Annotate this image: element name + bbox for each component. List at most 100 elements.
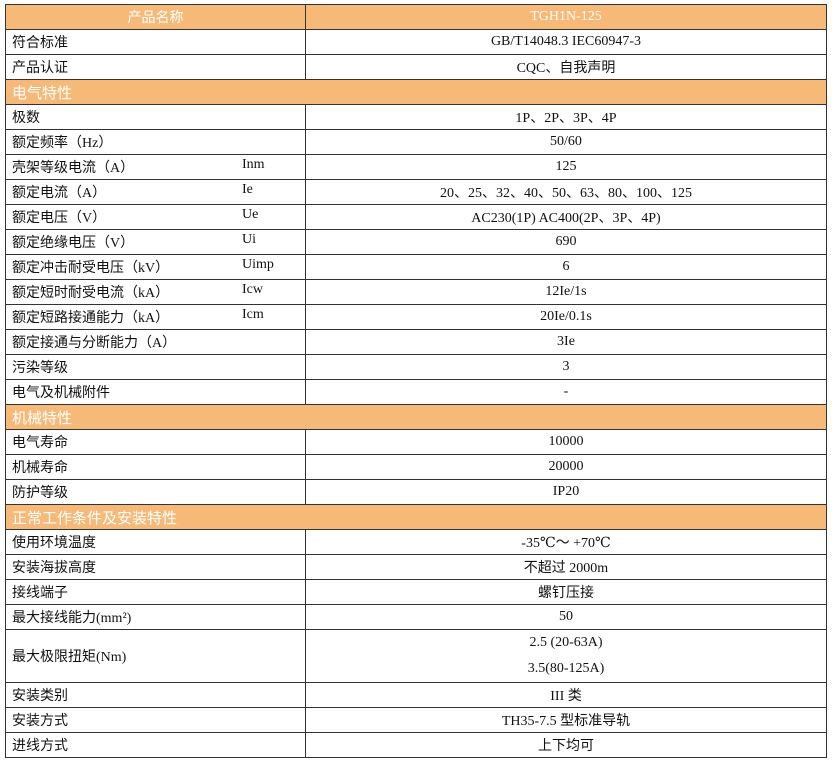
row-symbol: Inm xyxy=(242,157,265,172)
table-row: 电气及机械附件 - xyxy=(5,379,827,405)
row-label: 电气寿命 xyxy=(12,436,68,451)
row-label: 安装海拔高度 xyxy=(12,561,96,576)
row-value: - xyxy=(305,379,827,405)
table-row: 安装类别 III 类 xyxy=(5,682,827,708)
row-label: 产品认证 xyxy=(12,61,68,76)
row-symbol: Uimp xyxy=(242,257,274,272)
row-label: 进线方式 xyxy=(12,739,68,754)
row-value: III 类 xyxy=(305,682,827,708)
row-label: 安装方式 xyxy=(12,714,68,729)
table-row: 壳架等级电流（A） Inm 125 xyxy=(5,154,827,180)
row-label-cell: 安装类别 xyxy=(5,682,306,708)
row-label-cell: 符合标准 xyxy=(5,29,306,55)
row-label: 防护等级 xyxy=(12,486,68,501)
row-label: 电气及机械附件 xyxy=(12,386,110,401)
table-row: 使用环境温度 -35℃～ +70℃ xyxy=(5,529,827,555)
table-row: 额定接通与分断能力（A） 3Ie xyxy=(5,329,827,355)
row-label: 壳架等级电流（A） xyxy=(12,161,135,176)
row-value: 螺钉压接 xyxy=(305,579,827,605)
table-row: 额定电压（V） Ue AC230(1P) AC400(2P、3P、4P) xyxy=(5,204,827,230)
section-header: 机械特性 xyxy=(5,404,827,430)
table-row: 进线方式 上下均可 xyxy=(5,732,827,758)
row-label-cell: 安装方式 xyxy=(5,707,306,733)
table-row: 安装海拔高度 不超过 2000m xyxy=(5,554,827,580)
header-row: 产品名称 TGH1N-125 xyxy=(5,4,827,30)
row-label-cell: 极数 xyxy=(5,104,306,130)
row-label-cell: 额定接通与分断能力（A） xyxy=(5,329,306,355)
row-label: 符合标准 xyxy=(12,36,68,51)
row-label: 额定频率（Hz） xyxy=(12,136,113,151)
row-label-cell: 防护等级 xyxy=(5,479,306,505)
section-title: 电气特性 xyxy=(5,79,827,105)
row-value: 不超过 2000m xyxy=(305,554,827,580)
table-row: 防护等级 IP20 xyxy=(5,479,827,505)
row-label-cell: 额定电流（A） Ie xyxy=(5,179,306,205)
row-value: CQC、自我声明 xyxy=(305,54,827,80)
table-row: 额定短路接通能力（kA） Icm 20Ie/0.1s xyxy=(5,304,827,330)
row-label-cell: 额定冲击耐受电压（kV） Uimp xyxy=(5,254,306,280)
row-value: 上下均可 xyxy=(305,732,827,758)
row-label-cell: 电气寿命 xyxy=(5,429,306,455)
row-label: 额定短路接通能力（kA） xyxy=(12,311,170,326)
row-symbol: Ue xyxy=(242,207,259,222)
row-label-cell: 使用环境温度 xyxy=(5,529,306,555)
row-label: 安装类别 xyxy=(12,689,68,704)
row-label: 接线端子 xyxy=(12,586,68,601)
section-title: 正常工作条件及安装特性 xyxy=(5,504,827,530)
row-value: 20、25、32、40、50、63、80、100、125 xyxy=(305,179,827,205)
table-row: 符合标准 GB/T14048.3 IEC60947-3 xyxy=(5,29,827,55)
row-label-cell: 污染等级 xyxy=(5,354,306,380)
row-symbol: Icw xyxy=(242,282,263,297)
torque-value: 3.5(80-125A) xyxy=(527,661,605,676)
row-value: 6 xyxy=(305,254,827,280)
table-row: 额定冲击耐受电压（kV） Uimp 6 xyxy=(5,254,827,280)
row-value: 3 xyxy=(305,354,827,380)
spec-table: 产品名称 TGH1N-125 符合标准 GB/T14048.3 IEC60947-… xyxy=(5,4,827,758)
row-value: 690 xyxy=(305,229,827,255)
row-value: 20Ie/0.1s xyxy=(305,304,827,330)
row-symbol: Ui xyxy=(242,232,256,247)
row-label: 机械寿命 xyxy=(12,461,68,476)
row-value: IP20 xyxy=(305,479,827,505)
section-header: 电气特性 xyxy=(5,79,827,105)
table-row: 污染等级 3 xyxy=(5,354,827,380)
row-label: 额定接通与分断能力（A） xyxy=(12,336,177,351)
row-label-cell: 进线方式 xyxy=(5,732,306,758)
row-value: AC230(1P) AC400(2P、3P、4P) xyxy=(305,204,827,230)
row-label-cell: 接线端子 xyxy=(5,579,306,605)
table-row: 电气寿命 10000 xyxy=(5,429,827,455)
row-label: 额定短时耐受电流（kA） xyxy=(12,286,170,301)
row-label-cell: 产品认证 xyxy=(5,54,306,80)
row-value: 50 xyxy=(305,604,827,630)
row-label-cell: 安装海拔高度 xyxy=(5,554,306,580)
row-label: 污染等级 xyxy=(12,361,68,376)
row-label: 额定电流（A） xyxy=(12,186,107,201)
table-row: 极数 1P、2P、3P、4P xyxy=(5,104,827,130)
header-value: TGH1N-125 xyxy=(305,4,827,30)
row-symbol: Ie xyxy=(242,182,253,197)
table-row: 额定电流（A） Ie 20、25、32、40、50、63、80、100、125 xyxy=(5,179,827,205)
row-value: GB/T14048.3 IEC60947-3 xyxy=(305,29,827,55)
section-title: 机械特性 xyxy=(5,404,827,430)
row-value: -35℃～ +70℃ xyxy=(305,529,827,555)
row-label: 额定冲击耐受电压（kV） xyxy=(12,261,170,276)
row-label: 额定电压（V） xyxy=(12,211,107,226)
row-label-cell: 额定绝缘电压（V） Ui xyxy=(5,229,306,255)
row-value: 10000 xyxy=(305,429,827,455)
row-value: 3Ie xyxy=(305,329,827,355)
section-header: 正常工作条件及安装特性 xyxy=(5,504,827,530)
table-row: 产品认证 CQC、自我声明 xyxy=(5,54,827,80)
torque-row: 最大极限扭矩(Nm) 2.5 (20-63A) 3.5(80-125A) xyxy=(5,629,827,683)
table-row: 接线端子 螺钉压接 xyxy=(5,579,827,605)
row-value: 125 xyxy=(305,154,827,180)
row-label-cell: 额定短路接通能力（kA） Icm xyxy=(5,304,306,330)
row-label-cell: 额定频率（Hz） xyxy=(5,129,306,155)
torque-value: 2.5 (20-63A) xyxy=(529,635,603,650)
row-value: 1P、2P、3P、4P xyxy=(305,104,827,130)
row-label-cell: 额定短时耐受电流（kA） Icw xyxy=(5,279,306,305)
row-label-cell: 壳架等级电流（A） Inm xyxy=(5,154,306,180)
table-row: 机械寿命 20000 xyxy=(5,454,827,480)
row-symbol: Icm xyxy=(242,307,264,322)
row-label: 使用环境温度 xyxy=(12,536,96,551)
row-value: 50/60 xyxy=(305,129,827,155)
